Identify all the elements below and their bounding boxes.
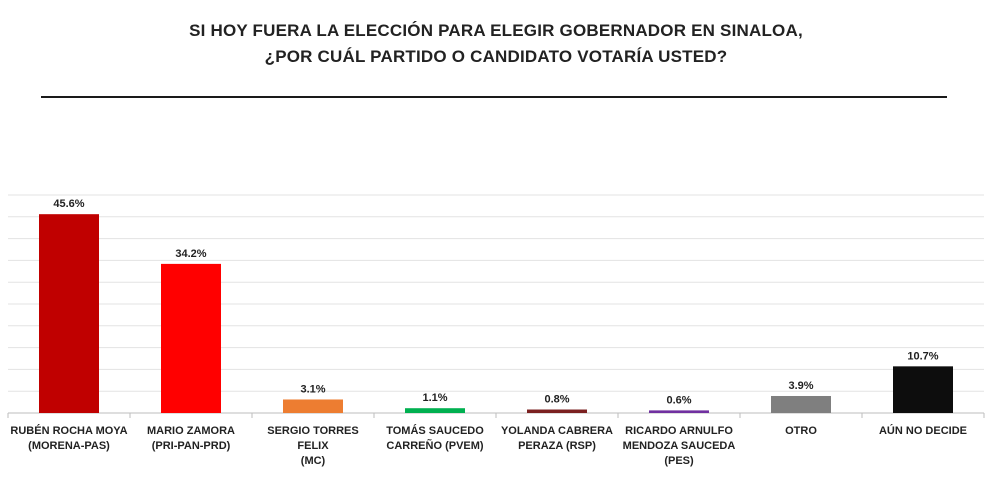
category-label: SERGIO TORRES FELIX (MC) (251, 424, 375, 469)
data-label: 34.2% (175, 248, 206, 260)
data-label: 0.6% (666, 394, 691, 406)
category-label: TOMÁS SAUCEDO CARREÑO (PVEM) (373, 424, 497, 454)
category-label-line: PERAZA (RSP) (518, 440, 596, 452)
data-label: 10.7% (907, 350, 938, 362)
bar (649, 410, 709, 413)
bar (771, 395, 831, 413)
data-label: 3.1% (300, 383, 325, 395)
category-label-line: TOMÁS SAUCEDO (386, 425, 484, 437)
category-label-line: MARIO ZAMORA (147, 425, 235, 437)
bar (39, 214, 99, 413)
data-label: 3.9% (788, 380, 813, 392)
category-label: AÚN NO DECIDE (861, 424, 985, 439)
bar (893, 366, 953, 413)
category-label-line: SERGIO TORRES FELIX (267, 425, 359, 452)
title-divider (41, 96, 947, 98)
chart-title: SI HOY FUERA LA ELECCIÓN PARA ELEGIR GOB… (0, 18, 992, 70)
bar (405, 408, 465, 413)
category-label: OTRO (739, 424, 863, 439)
category-label-line: CARREÑO (PVEM) (386, 440, 484, 452)
category-label: YOLANDA CABRERA PERAZA (RSP) (495, 424, 619, 454)
bar (527, 409, 587, 413)
category-label-line: AÚN NO DECIDE (878, 425, 967, 437)
category-label-line: (PRI-PAN-PRD) (151, 440, 231, 452)
data-label: 45.6% (53, 198, 84, 210)
category-label: RUBÉN ROCHA MOYA (MORENA-PAS) (7, 424, 131, 454)
chart-title-line-2: ¿POR CUÁL PARTIDO O CANDIDATO VOTARÍA US… (264, 47, 728, 66)
data-label: 1.1% (422, 392, 447, 404)
category-label-line: (MC) (300, 455, 326, 467)
category-label-line: OTRO (785, 425, 817, 437)
category-label-line: RUBÉN ROCHA MOYA (10, 425, 128, 437)
category-label-line: (MORENA-PAS) (28, 440, 110, 452)
data-label: 0.8% (544, 394, 569, 406)
category-label-line: YOLANDA CABRERA (500, 425, 614, 437)
category-label: MARIO ZAMORA (PRI-PAN-PRD) (129, 424, 253, 454)
bar (161, 263, 221, 413)
chart-title-line-1: SI HOY FUERA LA ELECCIÓN PARA ELEGIR GOB… (189, 21, 803, 40)
category-label-line: MENDOZA SAUCEDA (622, 440, 736, 452)
category-label: RICARDO ARNULFO MENDOZA SAUCEDA (PES) (617, 424, 741, 469)
category-label-line: (PES) (664, 455, 694, 467)
bar (283, 399, 343, 413)
category-label-line: RICARDO ARNULFO (625, 425, 733, 437)
